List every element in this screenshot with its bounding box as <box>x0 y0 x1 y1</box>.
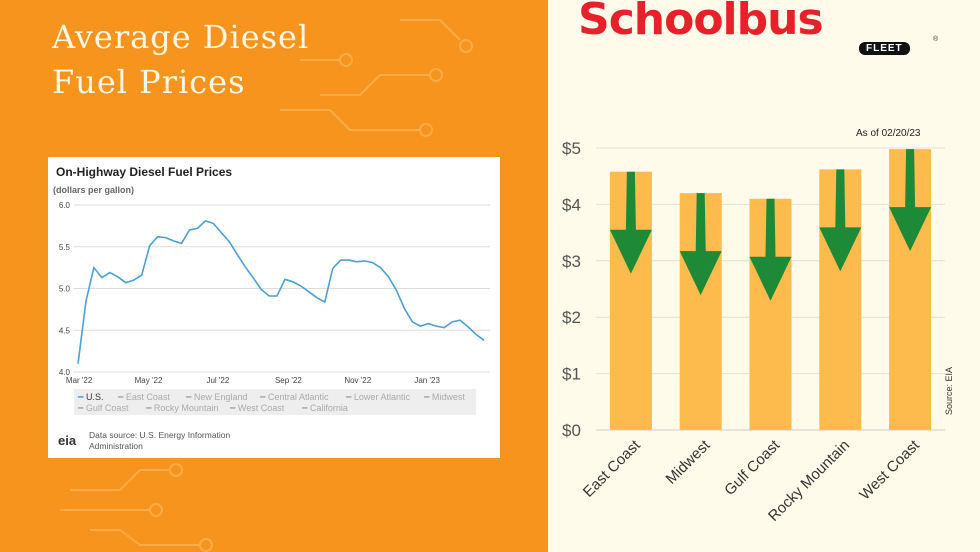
x-category-label: Gulf Coast <box>721 436 784 499</box>
legend-item-gulf-coast[interactable]: ━ Gulf Coast <box>78 403 129 413</box>
eia-legend: ━ U.S. ━ East Coast ━ New England ━ Cent… <box>74 389 476 415</box>
down-arrow-icon <box>749 198 792 301</box>
eia-logo: eia <box>58 433 77 448</box>
down-arrow-icon <box>609 171 652 274</box>
down-arrow-icon <box>889 149 932 252</box>
y-tick-label: $1 <box>562 365 581 384</box>
x-category-label: West Coast <box>856 436 923 503</box>
x-tick-label: Jul '22 <box>206 376 229 385</box>
legend-item-california[interactable]: ━ California <box>302 403 348 413</box>
eia-chart-title: On-Highway Diesel Fuel Prices <box>56 165 233 179</box>
us-price-line <box>77 219 485 364</box>
legend-item-rocky-mountain[interactable]: ━ Rocky Mountain <box>146 403 219 413</box>
y-tick-label: 5.5 <box>59 243 71 252</box>
left-panel: Average Diesel Fuel Prices On-Highway Di… <box>0 0 548 552</box>
y-tick-label: $5 <box>562 139 581 158</box>
x-tick-label: May '22 <box>135 376 163 385</box>
y-tick-label: $3 <box>562 252 581 271</box>
y-tick-label: $0 <box>562 421 581 440</box>
legend-item-new-england[interactable]: ━ New England <box>186 392 248 402</box>
legend-item-west-coast[interactable]: ━ West Coast <box>230 403 285 413</box>
source-label: Source: EIA <box>944 366 954 415</box>
eia-chart-subtitle: (dollars per gallon) <box>53 185 135 195</box>
x-category-label: Midwest <box>663 436 715 488</box>
x-tick-label: Jan '23 <box>414 376 440 385</box>
registered-mark: ® <box>933 36 939 43</box>
down-arrow-icon <box>679 193 722 296</box>
legend-item-lower-atlantic[interactable]: ━ Lower Atlantic <box>346 392 410 402</box>
title-line-1: Average Diesel <box>52 18 310 56</box>
x-tick-label: Sep '22 <box>275 376 302 385</box>
y-tick-label: 4.0 <box>59 368 71 377</box>
title-line-2: Fuel Prices <box>52 63 246 101</box>
legend-item-us[interactable]: ━ U.S. <box>78 392 104 402</box>
legend-item-east-coast[interactable]: ━ East Coast <box>118 392 170 402</box>
eia-source-text: Data source: U.S. Energy Information Adm… <box>89 430 231 451</box>
legend-item-midwest[interactable]: ━ Midwest <box>424 392 465 402</box>
x-tick-label: Nov '22 <box>344 376 371 385</box>
fleet-badge: FLEET <box>859 42 910 55</box>
y-tick-label: 5.0 <box>59 285 71 294</box>
eia-chart-panel: On-Highway Diesel Fuel Prices (dollars p… <box>48 157 500 458</box>
legend-item-central-atlantic[interactable]: ━ Central Atlantic <box>260 392 329 402</box>
y-tick-label: $2 <box>562 308 581 327</box>
right-panel: Schoolbus FLEET ® As of 02/20/23 $0 $1 $2 $… <box>548 0 980 552</box>
down-arrow-icon <box>819 169 862 272</box>
as-of-date: As of 02/20/23 <box>856 128 921 139</box>
y-tick-label: $4 <box>562 195 581 214</box>
schoolbus-logo: Schoolbus <box>578 0 824 45</box>
x-category-label: East Coast <box>580 436 644 500</box>
circuit-decoration <box>60 19 473 552</box>
y-tick-label: 4.5 <box>59 326 71 335</box>
x-tick-label: Mar '22 <box>66 376 93 385</box>
y-tick-label: 6.0 <box>59 201 71 210</box>
